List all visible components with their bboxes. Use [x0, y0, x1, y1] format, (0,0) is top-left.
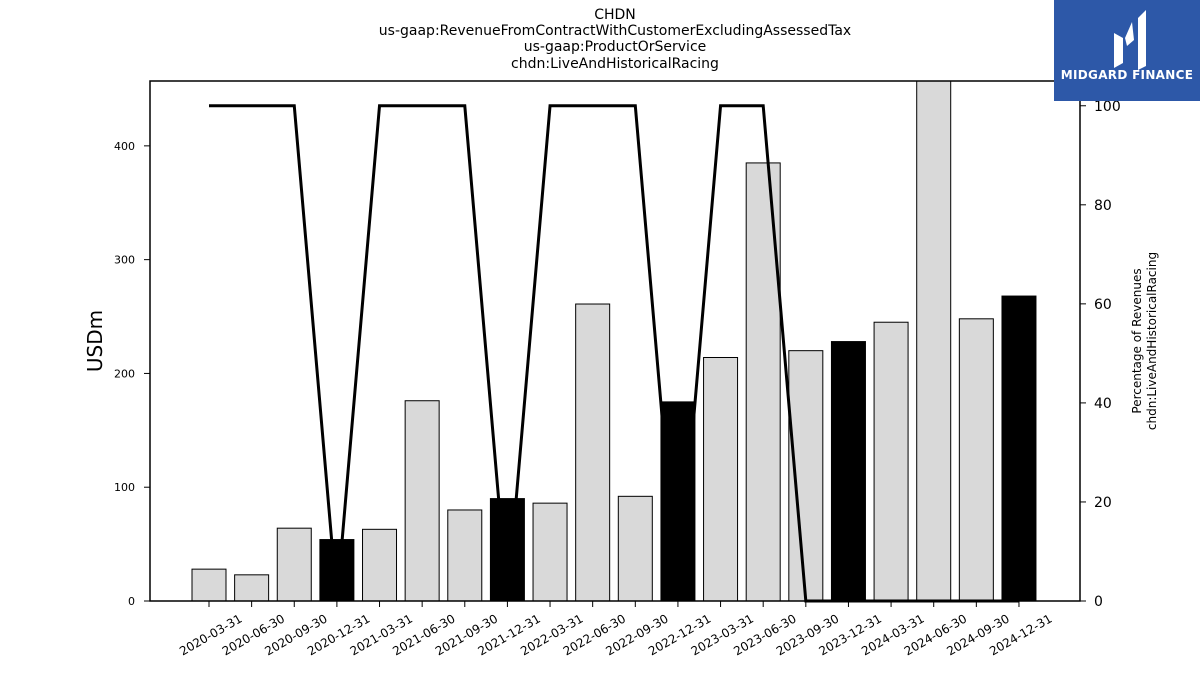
bar-2020-09-30: [276, 527, 312, 602]
bar-2022-06-30: [575, 303, 611, 602]
bar-2024-03-31: [873, 321, 909, 602]
title-member: chdn:LiveAndHistoricalRacing: [511, 56, 719, 72]
y-tick-label-200: 200: [114, 367, 135, 380]
percentage-line: [209, 104, 1019, 603]
bar-2023-03-31: [703, 356, 739, 602]
title-concept: us-gaap:RevenueFromContractWithCustomerE…: [378, 23, 852, 39]
logo-text: MIDGARD FINANCE: [1060, 68, 1194, 82]
bar-2020-03-31: [191, 568, 227, 602]
bar-2022-09-30: [617, 495, 653, 602]
y-tick-label-100: 100: [114, 481, 135, 494]
title-axis: us-gaap:ProductOrService: [523, 39, 707, 55]
title-ticker: CHDN: [594, 7, 636, 23]
y-right-axis-label-1: chdn:LiveAndHistoricalRacing: [1145, 252, 1159, 430]
y-right-tick-label-100: 100: [1094, 99, 1121, 115]
logo: MIDGARD FINANCE: [1054, 0, 1200, 101]
bar-2021-03-31: [362, 528, 398, 602]
y-right-axis-label-0: Percentage of Revenues: [1130, 268, 1144, 413]
bar-2022-03-31: [532, 502, 568, 602]
logo-icon: [1114, 10, 1146, 70]
bar-2020-06-30: [234, 574, 270, 602]
bar-2021-09-30: [447, 509, 483, 602]
y-right-tick-label-60: 60: [1094, 297, 1112, 313]
y-axis-label: USDm: [83, 310, 107, 372]
y-tick-label-400: 400: [114, 140, 135, 153]
bar-2024-06-30: [916, 80, 952, 602]
bar-2024-09-30: [958, 318, 994, 602]
bar-2021-06-30: [404, 400, 440, 602]
bar-2022-12-31: [660, 401, 696, 602]
plot-frame: [149, 80, 1081, 602]
y-tick-label-0: 0: [128, 595, 135, 608]
y-right-tick-label-40: 40: [1094, 396, 1112, 412]
y-tick-label-300: 300: [114, 254, 135, 267]
bar-2024-12-31: [1001, 295, 1037, 602]
y-right-tick-label-80: 80: [1094, 198, 1112, 214]
y-right-tick-label-0: 0: [1094, 594, 1103, 610]
y-right-tick-label-20: 20: [1094, 495, 1112, 511]
bar-2023-12-31: [830, 341, 866, 602]
